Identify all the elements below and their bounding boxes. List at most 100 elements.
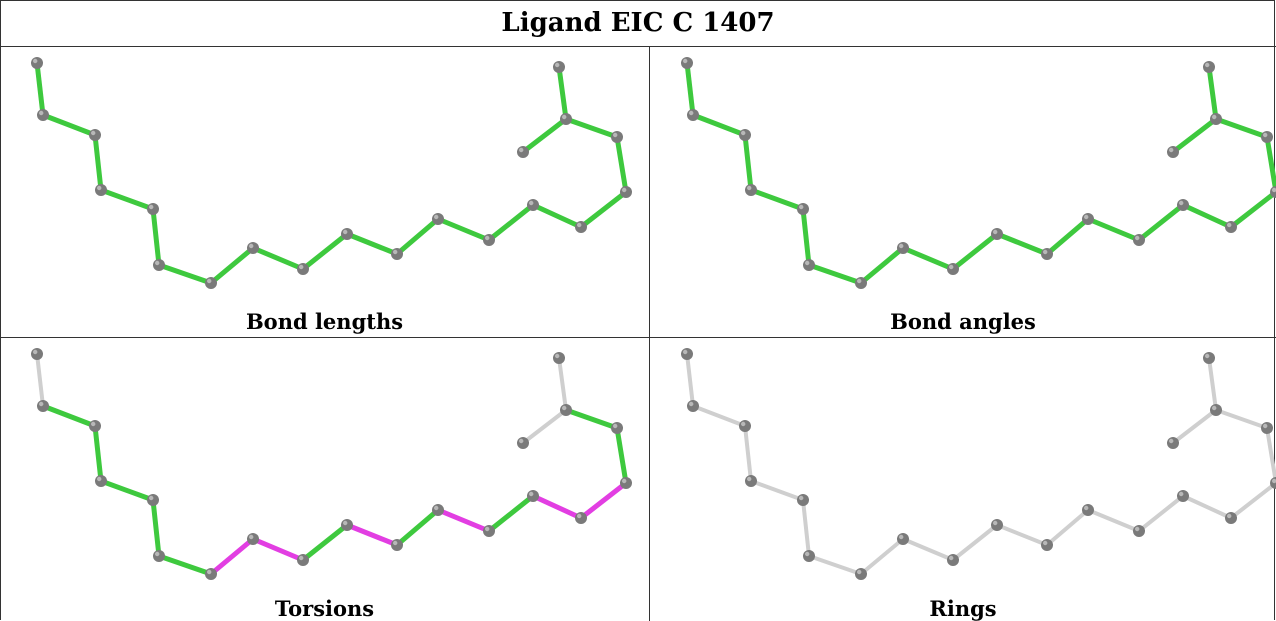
bond (1137, 494, 1185, 533)
atom (1203, 352, 1215, 364)
atom-highlight (149, 204, 154, 210)
atom (1082, 213, 1094, 225)
atom-highlight (857, 278, 862, 284)
bond (250, 536, 306, 563)
atom-highlight (33, 349, 38, 355)
atom (681, 57, 693, 69)
atom (553, 61, 565, 73)
atom (432, 213, 444, 225)
atom (745, 184, 757, 196)
bond (749, 479, 805, 502)
atom-highlight (683, 58, 688, 64)
atom-highlight (1135, 235, 1140, 241)
bond (743, 424, 753, 483)
atom (739, 420, 751, 432)
bond (1228, 189, 1276, 230)
bond (901, 537, 955, 562)
atom (855, 568, 867, 580)
atom-highlight (1084, 214, 1089, 220)
bond (394, 507, 441, 548)
bond (1229, 481, 1276, 520)
atom (1261, 422, 1273, 434)
bond (92, 423, 104, 484)
bond (300, 522, 350, 563)
atom (432, 504, 444, 516)
atom-highlight (949, 264, 954, 270)
atom (797, 203, 809, 215)
figure-title: Ligand EIC C 1407 (0, 0, 1276, 47)
bond (208, 245, 256, 286)
atom-highlight (1179, 491, 1184, 497)
atom-highlight (485, 235, 490, 241)
bond (486, 493, 536, 534)
bond (486, 202, 536, 243)
atom (205, 568, 217, 580)
atom-highlight (1263, 423, 1268, 429)
bond (806, 262, 864, 286)
atom (575, 221, 587, 233)
atom (247, 533, 259, 545)
atom-highlight (622, 187, 627, 193)
bond (35, 352, 45, 408)
atom (95, 184, 107, 196)
atom (897, 242, 909, 254)
atom-highlight (1135, 526, 1140, 532)
atom-highlight (1212, 114, 1217, 120)
atom-highlight (1084, 505, 1089, 511)
atom-highlight (1272, 478, 1276, 484)
atom-highlight (519, 147, 524, 153)
bond (98, 187, 156, 212)
bond (1207, 356, 1218, 412)
atom (897, 533, 909, 545)
atom-highlight (91, 130, 96, 136)
atom (527, 199, 539, 211)
atom (517, 146, 529, 158)
molecule-diagram (681, 57, 1276, 289)
atom-highlight (857, 569, 862, 575)
atom (1261, 131, 1273, 143)
atom (1041, 539, 1053, 551)
atom (147, 494, 159, 506)
bond (742, 132, 754, 193)
atom-highlight (393, 249, 398, 255)
atom-highlight (799, 495, 804, 501)
atom-highlight (1169, 438, 1174, 444)
atom (297, 263, 309, 275)
atom (1225, 221, 1237, 233)
bond (1213, 116, 1270, 140)
bond (521, 408, 568, 445)
bond (614, 425, 629, 486)
bond (1086, 508, 1141, 533)
bond (1206, 64, 1219, 122)
atom (89, 129, 101, 141)
panel-rings: Rings (650, 338, 1276, 621)
atom (37, 109, 49, 121)
atom-highlight (577, 513, 582, 519)
panel-bond-lengths: Bond lengths (0, 47, 649, 337)
atom-highlight (207, 569, 212, 575)
atom-highlight (343, 229, 348, 235)
bond (858, 245, 906, 286)
bond (578, 480, 629, 521)
atom (687, 400, 699, 412)
atom (803, 259, 815, 271)
atom-highlight (1272, 187, 1276, 193)
bond (800, 206, 812, 268)
bond (801, 498, 811, 558)
bond (614, 134, 629, 195)
atom (147, 203, 159, 215)
atom (341, 519, 353, 531)
atom-highlight (39, 110, 44, 116)
atom (611, 422, 623, 434)
bond (394, 216, 441, 257)
atom-highlight (689, 401, 694, 407)
atom (620, 186, 632, 198)
atom (803, 550, 815, 562)
bond (900, 245, 956, 272)
bond (435, 507, 492, 534)
bond (40, 112, 98, 138)
atom-highlight (562, 405, 567, 411)
atom-highlight (555, 353, 560, 359)
bond (556, 64, 569, 122)
atom-highlight (434, 505, 439, 511)
